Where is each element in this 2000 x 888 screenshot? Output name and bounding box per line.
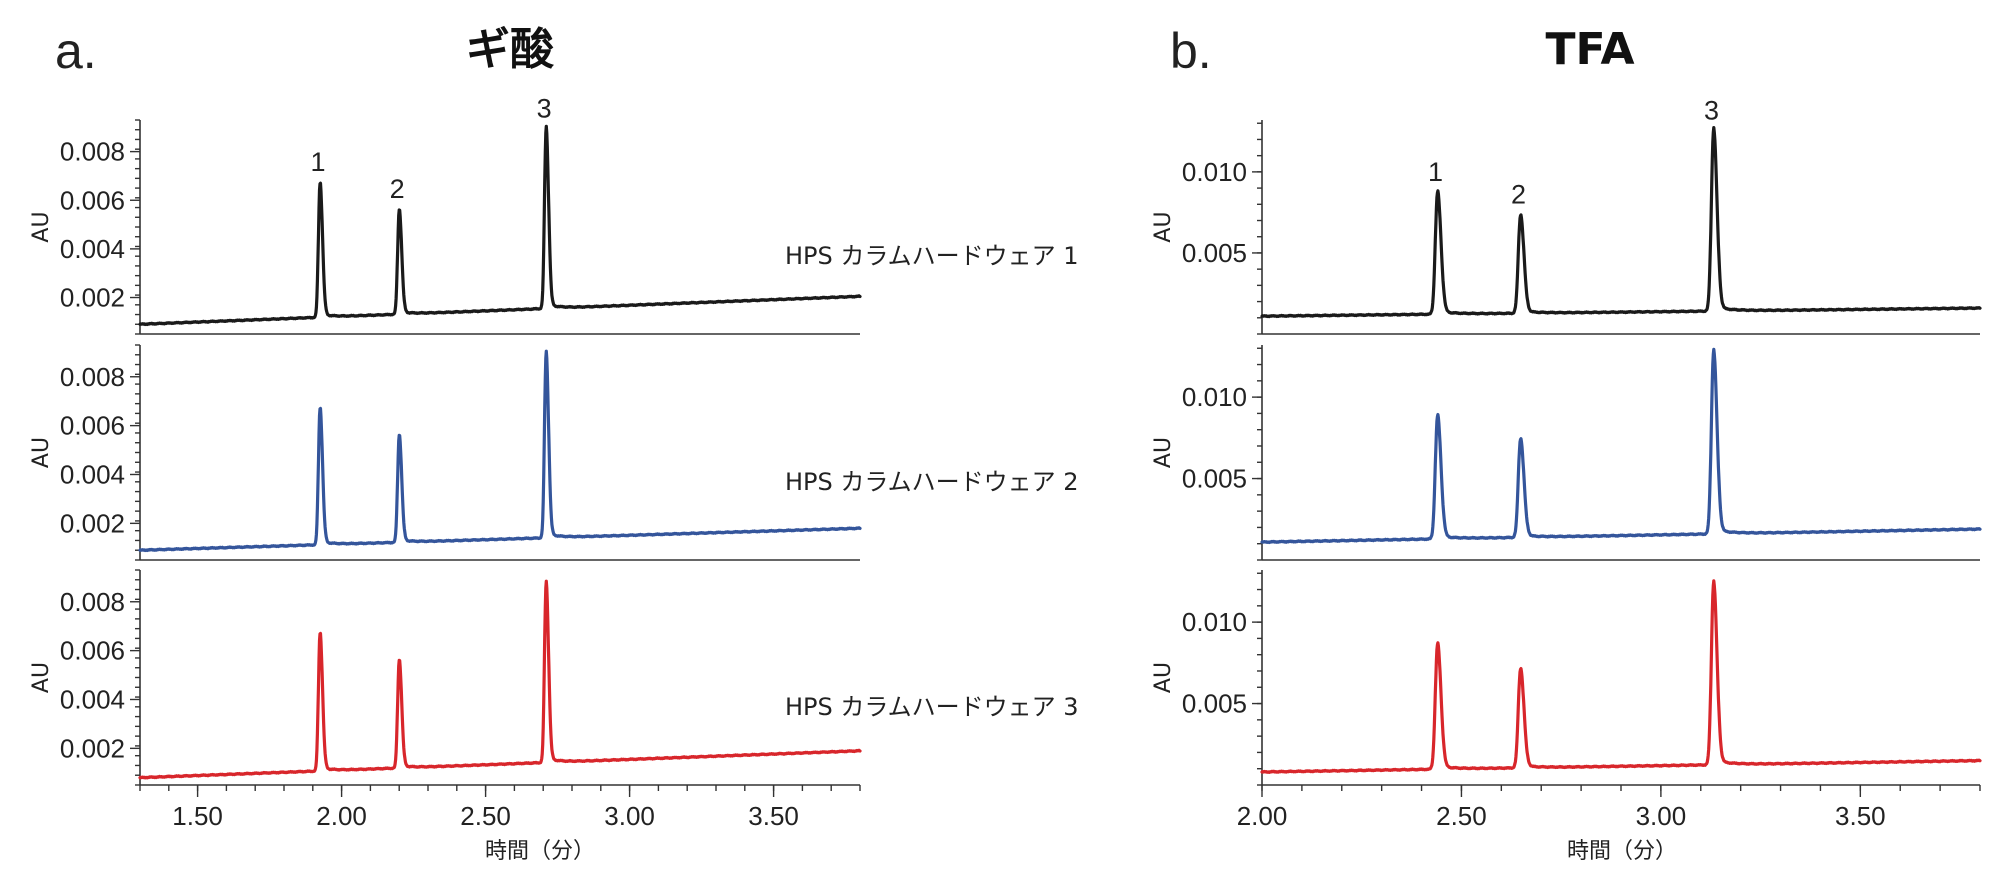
x-tick-label: 1.50 bbox=[172, 801, 223, 831]
trace-line-1 bbox=[1260, 126, 1982, 319]
x-tick-label: 3.50 bbox=[1835, 801, 1886, 831]
trace-name-label: HPS カラムハードウェア 3 bbox=[785, 693, 1079, 721]
y-tick-label: 0.005 bbox=[1182, 238, 1247, 268]
x-tick-label: 3.50 bbox=[748, 801, 799, 831]
y-axis-label: AU bbox=[29, 662, 54, 693]
trace-line-2 bbox=[138, 349, 862, 553]
y-tick-label: 0.008 bbox=[60, 587, 125, 617]
x-tick-label: 3.00 bbox=[604, 801, 655, 831]
trace-name-label: HPS カラムハードウェア 1 bbox=[785, 242, 1079, 270]
panel-a-formic-acid: a. ギ酸 0.002 0.004 0.006 0.008 AU HPS カラムハードウェ… bbox=[29, 23, 1079, 864]
peak-label: 3 bbox=[1704, 95, 1719, 125]
panel-a-subplots: 0.002 0.004 0.006 0.008 AU HPS カラムハードウェア 1 1 2 3… bbox=[29, 94, 1079, 786]
y-tick-label: 0.004 bbox=[60, 459, 125, 489]
panel-a-x-axis-label: 時間（分） bbox=[485, 839, 595, 864]
y-tick-label: 0.010 bbox=[1182, 157, 1247, 187]
trace-line-2 bbox=[1260, 347, 1982, 545]
x-tick-label: 2.00 bbox=[1237, 801, 1288, 831]
y-tick-label: 0.002 bbox=[60, 508, 125, 538]
x-tick-label: 2.50 bbox=[1436, 801, 1487, 831]
y-tick-label: 0.010 bbox=[1182, 382, 1247, 412]
x-tick-label: 2.50 bbox=[460, 801, 511, 831]
peak-label: 2 bbox=[1511, 180, 1526, 210]
trace-line-3 bbox=[138, 579, 862, 780]
y-tick-label: 0.004 bbox=[60, 684, 125, 714]
y-tick-label: 0.006 bbox=[60, 636, 125, 666]
panel-a-title: ギ酸 bbox=[466, 24, 555, 75]
y-tick-label: 0.006 bbox=[60, 411, 125, 441]
trace-name-label: HPS カラムハードウェア 2 bbox=[785, 468, 1079, 496]
y-axis-label: AU bbox=[29, 437, 54, 468]
x-tick-label: 3.00 bbox=[1636, 801, 1687, 831]
panel-b-title: TFA bbox=[1545, 24, 1634, 75]
panel-b-tfa: b. TFA 0.0050.010AU1230.0050.010AU0.0050… bbox=[1151, 23, 1982, 864]
panel-a-x-axis: 1.50 2.00 2.50 3.00 3.50 bbox=[139, 785, 861, 831]
panel-b-x-axis-label: 時間（分） bbox=[1567, 839, 1677, 864]
y-tick-label: 0.002 bbox=[60, 283, 125, 313]
y-tick-label: 0.006 bbox=[60, 185, 125, 215]
panel-a-letter: a. bbox=[55, 23, 97, 79]
y-axis-label: AU bbox=[29, 211, 54, 242]
y-tick-label: 0.010 bbox=[1182, 607, 1247, 637]
subplot-1: 0.002 0.004 0.006 0.008 AU HPS カラムハードウェア 1 1 2 3 bbox=[29, 94, 1079, 335]
subplot-2: 0.002 0.004 0.006 0.008 AU HPS カラムハードウェア 2 bbox=[29, 344, 1079, 561]
y-tick-label: 0.008 bbox=[60, 137, 125, 167]
peak-label: 1 bbox=[1428, 157, 1443, 187]
trace-line-1 bbox=[138, 124, 862, 327]
panel-b-letter: b. bbox=[1170, 23, 1212, 79]
y-tick-label: 0.004 bbox=[60, 234, 125, 264]
trace-line-3 bbox=[1260, 579, 1982, 774]
y-tick-label: 0.005 bbox=[1182, 689, 1247, 719]
subplot-3: 0.002 0.004 0.006 0.008 AU HPS カラムハードウェア 3 bbox=[29, 569, 1079, 786]
y-tick-label: 0.005 bbox=[1182, 464, 1247, 494]
x-tick-label: 2.00 bbox=[316, 801, 367, 831]
y-tick-label: 0.008 bbox=[60, 362, 125, 392]
panel-b-x-axis: 2.00 2.50 3.00 3.50 bbox=[1237, 785, 1981, 831]
peak-label: 3 bbox=[537, 94, 552, 124]
y-axis-label: AU bbox=[1151, 662, 1176, 693]
y-axis-label: AU bbox=[1151, 437, 1176, 468]
peak-label: 2 bbox=[390, 174, 405, 204]
y-tick-label: 0.002 bbox=[60, 733, 125, 763]
peak-label: 1 bbox=[310, 147, 325, 177]
y-axis-label: AU bbox=[1151, 211, 1176, 242]
